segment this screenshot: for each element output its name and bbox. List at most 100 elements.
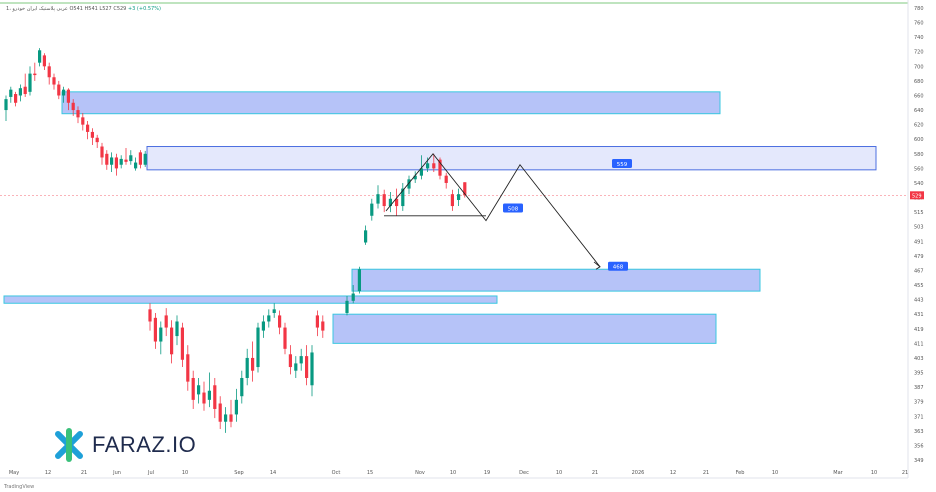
price-tick-label: 540 bbox=[914, 181, 924, 187]
zone-box bbox=[351, 268, 761, 292]
candle-body bbox=[186, 354, 190, 382]
candle-body bbox=[175, 321, 179, 337]
target-label: 468 bbox=[613, 265, 624, 271]
price-tick-label: 600 bbox=[914, 137, 924, 143]
price-tick-label: 760 bbox=[914, 21, 924, 27]
time-tick-label: Oct bbox=[332, 470, 341, 476]
time-tick-label: 10 bbox=[556, 470, 562, 476]
price-tick-label: 455 bbox=[914, 283, 924, 289]
price-tick-label: 431 bbox=[914, 312, 924, 318]
candle-body bbox=[66, 89, 70, 103]
price-tick-label: 349 bbox=[914, 458, 924, 464]
candle-body bbox=[197, 385, 201, 395]
candle-body bbox=[299, 356, 303, 364]
time-tick-label: Mar bbox=[833, 470, 843, 476]
time-tick-label: Nov bbox=[415, 470, 425, 476]
candle-body bbox=[23, 86, 27, 95]
current-price-badge bbox=[910, 191, 924, 200]
candle-body bbox=[351, 293, 355, 301]
price-axis[interactable]: 349 356 363 371 379 387 395 403 411 419 431 443 455 4… bbox=[910, 6, 924, 464]
price-tick-label: 356 bbox=[914, 443, 924, 449]
candle-body bbox=[180, 327, 184, 360]
price-tick-label: 403 bbox=[914, 356, 924, 362]
candle-body bbox=[321, 321, 325, 331]
candle-body bbox=[426, 163, 430, 169]
candle-body bbox=[450, 194, 454, 207]
candle-body bbox=[28, 73, 32, 92]
current-price-label: 529 bbox=[912, 193, 922, 199]
time-tick-label: Dec bbox=[519, 470, 529, 476]
candle-body bbox=[463, 182, 467, 196]
candle-body bbox=[95, 137, 99, 143]
price-change: +3 (+0.57%) bbox=[127, 6, 161, 12]
candle-body bbox=[33, 73, 37, 76]
time-tick-label: 2026 bbox=[632, 470, 645, 476]
candle-body bbox=[438, 159, 442, 176]
price-tick-label: 660 bbox=[914, 93, 924, 99]
candle-body bbox=[191, 377, 195, 400]
candle-body bbox=[124, 159, 128, 162]
candle-body bbox=[401, 188, 405, 207]
target-labels: 559 508 468 bbox=[503, 159, 632, 271]
zone-box bbox=[61, 91, 721, 115]
candle-body bbox=[148, 309, 152, 322]
symbol-header: عربی پلاستیک ایران خودرو ،1 O541 H541 L5… bbox=[6, 6, 161, 12]
price-tick-label: 395 bbox=[914, 371, 924, 377]
time-tick-label: 10 bbox=[772, 470, 778, 476]
time-tick-label: 12 bbox=[670, 470, 676, 476]
candle-body bbox=[245, 357, 249, 378]
candle-body bbox=[382, 194, 386, 207]
logo-text: FARAZ.IO bbox=[92, 432, 197, 457]
price-tick-label: 680 bbox=[914, 79, 924, 85]
time-tick-label: Sep bbox=[234, 470, 243, 476]
price-tick-label: 515 bbox=[914, 210, 924, 216]
price-tick-label: 379 bbox=[914, 400, 924, 406]
price-tick-label: 560 bbox=[914, 166, 924, 172]
candle-body bbox=[134, 162, 138, 169]
candle-body bbox=[42, 55, 46, 67]
time-tick-label: 10 bbox=[182, 470, 188, 476]
chart-grid bbox=[0, 0, 909, 479]
candle-body bbox=[261, 321, 265, 331]
candle-body bbox=[357, 269, 361, 292]
target-label: 508 bbox=[508, 206, 519, 212]
price-tick-label: 640 bbox=[914, 108, 924, 114]
candle-body bbox=[407, 179, 411, 189]
candle-body bbox=[138, 152, 142, 165]
faraz-logo: FARAZ.IO bbox=[52, 428, 196, 462]
candle-body bbox=[419, 168, 423, 176]
candle-body bbox=[224, 414, 228, 422]
candle-body bbox=[234, 399, 238, 415]
time-tick-label: 19 bbox=[484, 470, 490, 476]
zone-box bbox=[3, 295, 498, 304]
candle-body bbox=[114, 157, 118, 169]
candle-body bbox=[345, 300, 349, 313]
price-tick-label: 620 bbox=[914, 123, 924, 129]
candle-body bbox=[105, 153, 109, 165]
symbol-title: عربی پلاستیک ایران خودرو ،1 bbox=[6, 6, 68, 12]
candle-body bbox=[272, 309, 276, 313]
candle-body bbox=[278, 315, 282, 328]
price-tick-label: 387 bbox=[914, 385, 924, 391]
target-label: 559 bbox=[617, 162, 628, 168]
arrow-head bbox=[593, 261, 601, 270]
price-tick-label: 720 bbox=[914, 50, 924, 56]
target-badge bbox=[612, 159, 632, 169]
candle-body bbox=[229, 414, 233, 422]
time-tick-label: 21 bbox=[703, 470, 709, 476]
time-tick-label: Jul bbox=[147, 470, 154, 476]
candle-body bbox=[90, 131, 94, 138]
time-tick-label: 10 bbox=[450, 470, 456, 476]
price-tick-label: 780 bbox=[914, 6, 924, 12]
price-tick-label: 443 bbox=[914, 298, 924, 304]
price-tick-label: 491 bbox=[914, 239, 924, 245]
candle-body bbox=[256, 327, 260, 368]
time-axis[interactable]: May 12 21 Jun Jul 10 Sep 14 Oct 15 Nov 10 19 Dec 10 21 2… bbox=[9, 470, 908, 476]
faraz-star-icon bbox=[55, 428, 83, 462]
time-tick-label: 21 bbox=[81, 470, 87, 476]
price-tick-label: 580 bbox=[914, 152, 924, 158]
candle-body bbox=[364, 230, 368, 243]
price-tick-label: 503 bbox=[914, 225, 924, 231]
zone-box bbox=[146, 146, 877, 171]
